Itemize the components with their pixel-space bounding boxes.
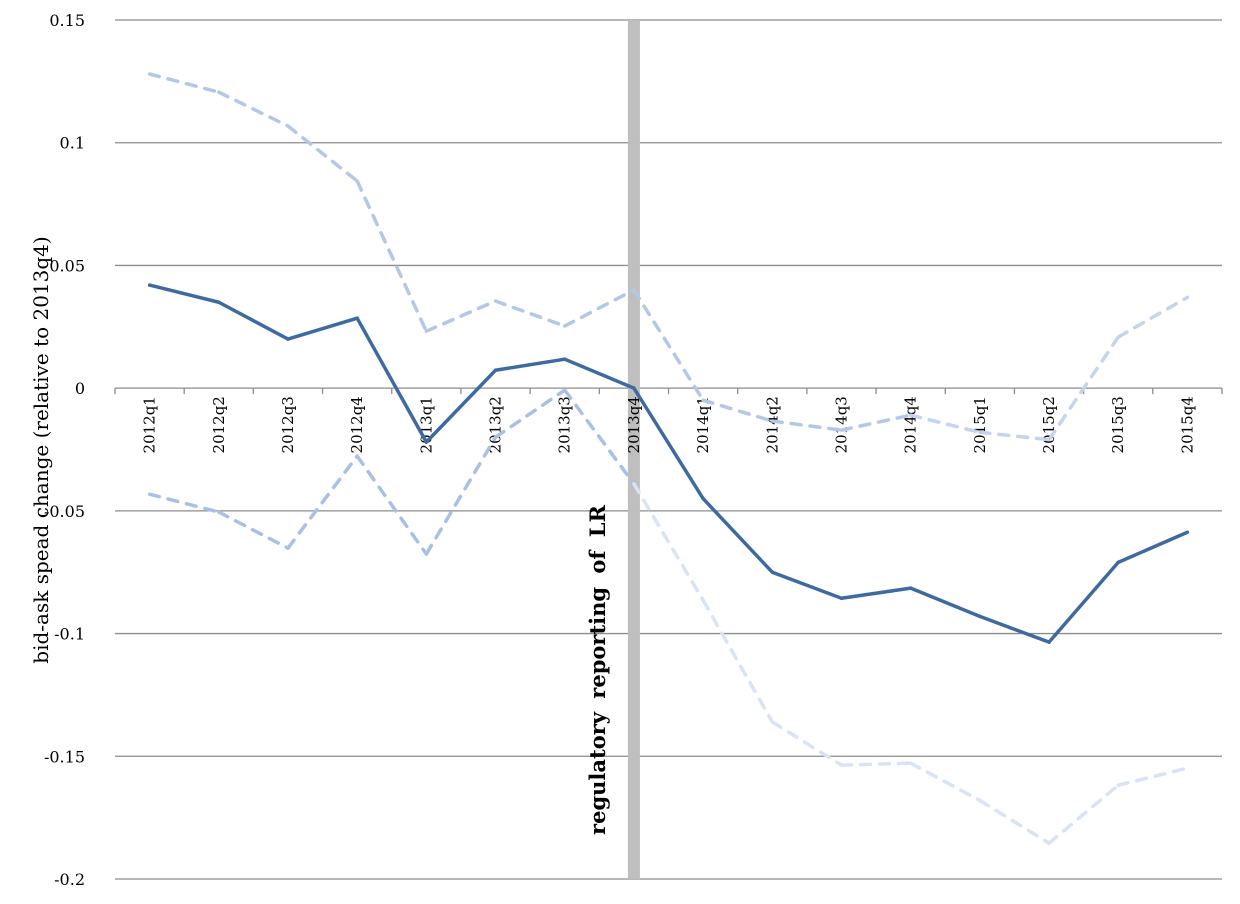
- series-estimate-segment: [1047, 560, 1120, 644]
- y-tick-label: 0.15: [49, 11, 85, 30]
- series-upper-bound-segment: [1116, 295, 1190, 339]
- x-tick-label: 2013q3: [556, 396, 574, 453]
- band-annotation-label: regulatory reporting of LR: [585, 504, 610, 834]
- y-axis-tick-labels: 0.15 0.1 0.05 0 -0.05 -0.1 -0.15 -0.2: [44, 11, 85, 889]
- y-tick-label: -0.1: [54, 625, 85, 644]
- series-estimate-segment: [1116, 530, 1190, 565]
- series-lower-bound-segment: [839, 761, 913, 767]
- series-upper-bound-segment: [562, 288, 636, 328]
- series-upper-bound-segment: [217, 90, 290, 128]
- x-tick-label: 2013q1: [417, 396, 435, 453]
- series-lower-bound-segment: [978, 798, 1051, 845]
- y-tick-label: 0.05: [49, 256, 85, 275]
- x-tick-label: 2014q1: [694, 396, 712, 453]
- series-estimate-segment: [701, 496, 775, 574]
- series-upper-bound-segment: [147, 72, 221, 94]
- series-lower-bound-segment: [424, 435, 498, 556]
- series-lower-bound-segment: [1047, 783, 1120, 845]
- series-estimate-segment: [493, 357, 567, 372]
- series-upper-bound-segment: [978, 430, 1051, 442]
- series-estimate-segment: [978, 614, 1051, 644]
- series-lower-bound-segment: [562, 388, 636, 486]
- series-lower-bound-segment: [701, 598, 775, 724]
- series-lower-bound-segment: [1116, 766, 1190, 787]
- series-estimate-segment: [839, 586, 913, 600]
- series-upper-bound-segment: [839, 413, 913, 432]
- series-lower-bound-segment: [908, 761, 982, 803]
- x-tick-label: 2015q2: [1040, 396, 1058, 453]
- x-tick-label: 2015q4: [1178, 396, 1196, 453]
- y-tick-label: 0: [75, 379, 85, 398]
- x-tick-label: 2012q1: [141, 396, 159, 453]
- series-upper-bound-segment: [493, 299, 567, 328]
- series-upper-bound-segment: [424, 299, 498, 333]
- x-tick-label: 2012q2: [210, 396, 228, 453]
- x-tick-label: 2013q4: [625, 396, 643, 453]
- series-estimate-segment: [286, 316, 359, 341]
- x-tick-label: 2014q3: [832, 396, 850, 453]
- series-upper-bound-segment: [286, 124, 359, 183]
- y-tick-label: -0.05: [44, 502, 85, 521]
- series-lines: [147, 72, 1190, 845]
- series-lower-bound-segment: [493, 388, 567, 439]
- series-estimate-segment: [770, 570, 844, 600]
- series-lower-bound-segment: [217, 510, 290, 550]
- x-tick-label: 2014q2: [763, 396, 781, 453]
- gridlines: [115, 19, 1222, 880]
- y-tick-label: 0.1: [60, 134, 85, 153]
- series-upper-bound-segment: [770, 419, 844, 432]
- series-lower-bound-segment: [355, 454, 429, 556]
- series-lower-bound-segment: [632, 482, 705, 602]
- series-upper-bound-segment: [701, 398, 775, 423]
- series-estimate-segment: [355, 316, 429, 444]
- reporting-band: [627, 20, 640, 879]
- series-estimate-segment: [908, 586, 982, 619]
- series-estimate-segment: [217, 300, 290, 341]
- x-tick-label: 2015q3: [1109, 396, 1127, 453]
- x-tick-label: 2012q4: [348, 396, 366, 453]
- series-upper-bound-segment: [632, 288, 705, 402]
- series-lower-bound-segment: [770, 720, 844, 767]
- y-tick-label: -0.2: [54, 870, 85, 889]
- series-upper-bound-segment: [355, 179, 429, 333]
- series-upper-bound-segment: [1047, 335, 1120, 442]
- series-upper-bound-segment: [908, 413, 982, 435]
- x-tick-label: 2015q1: [971, 396, 989, 453]
- series-estimate-segment: [424, 368, 498, 444]
- series-lower-bound-segment: [286, 454, 359, 550]
- series-lower-bound-segment: [147, 492, 221, 514]
- y-axis-title: bid-ask spead change (relative to 2013q4…: [29, 236, 53, 663]
- y-tick-label: -0.15: [44, 747, 85, 766]
- series-estimate-segment: [147, 283, 221, 304]
- series-estimate-segment: [632, 386, 705, 501]
- series-estimate-segment: [562, 357, 636, 390]
- x-tick-label: 2014q4: [902, 396, 920, 453]
- x-tick-label: 2012q3: [279, 396, 297, 453]
- x-tick-label: 2013q2: [487, 396, 505, 453]
